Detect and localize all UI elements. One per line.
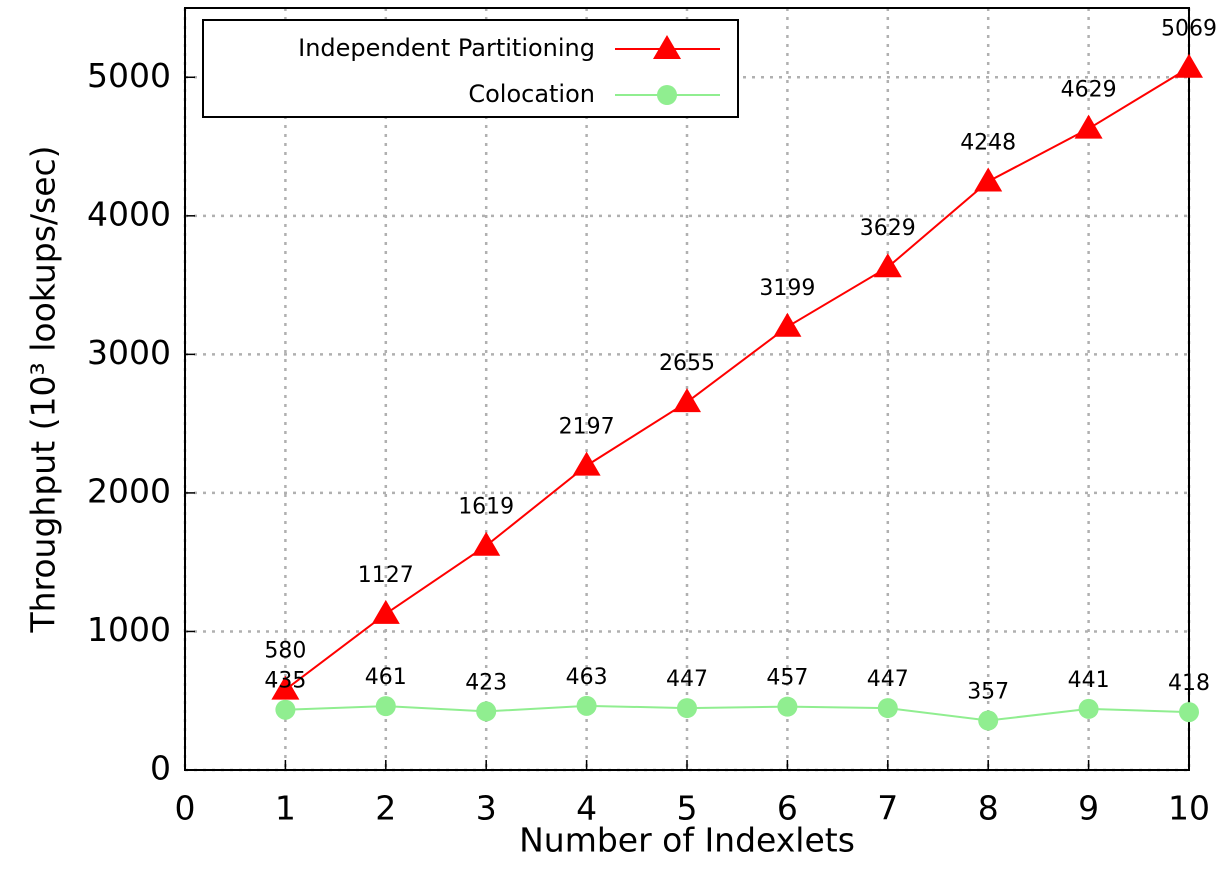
x-tick-label: 2 [375,789,396,828]
marker [271,675,300,700]
marker [1179,702,1199,723]
data-label: 447 [867,667,909,692]
data-label: 435 [264,669,306,694]
marker [1074,114,1103,139]
data-label: 1127 [358,563,414,588]
x-tick-label: 9 [1078,789,1099,828]
x-tick-label: 4 [576,789,597,828]
data-label: 357 [967,680,1009,705]
marker [576,695,597,716]
marker [773,312,802,337]
y-tick-label: 0 [150,749,171,788]
data-label: 447 [666,667,708,692]
data-label: 418 [1168,671,1210,696]
legend-box [202,19,739,118]
x-tick-label: 1 [275,789,296,828]
marker [472,531,501,556]
marker [673,388,701,413]
marker [476,701,497,722]
x-tick-label: 5 [677,789,698,828]
data-label: 3629 [860,216,916,241]
marker [1078,698,1099,719]
marker [974,167,1003,192]
series-line [285,704,1190,722]
x-axis-title: Number of Indexlets [519,821,855,860]
marker [1175,53,1203,78]
marker [877,698,898,719]
marker [375,696,396,717]
y-axis-title: Throughput (10³ lookups/sec) [24,145,63,633]
x-tick-label: 8 [978,789,999,828]
x-tick-label: 7 [877,789,898,828]
y-tick-label: 4000 [87,194,171,233]
data-label: 461 [365,665,407,690]
marker [371,599,400,624]
data-label: 457 [766,666,808,691]
y-tick-label: 3000 [87,333,171,372]
x-tick-label: 6 [777,789,798,828]
marker [572,451,601,476]
data-label: 4248 [960,130,1016,155]
series-line [284,66,1190,691]
marker [275,699,296,720]
marker [873,253,902,278]
data-label: 580 [264,639,306,664]
marker [677,698,697,719]
y-tick-label: 2000 [87,471,171,510]
plot-frame [184,7,1190,771]
data-label: 423 [465,670,507,695]
marker [777,696,798,717]
data-label: 5069 [1161,17,1217,42]
data-label: 463 [566,665,608,690]
data-label: 1619 [458,495,514,520]
x-tick-label: 0 [175,789,196,828]
y-tick-label: 1000 [87,610,171,649]
data-label: 3199 [759,276,815,301]
data-label: 441 [1068,668,1110,693]
marker [978,710,999,731]
legend-label: Independent Partitioning [298,34,595,62]
data-label: 4629 [1061,78,1117,103]
data-label: 2655 [659,351,715,376]
x-tick-label: 3 [476,789,497,828]
legend-marker [657,85,677,105]
legend-label: Colocation [468,80,595,108]
x-tick-label: 10 [1168,789,1210,828]
data-label: 2197 [559,415,615,440]
legend-marker [653,35,681,59]
y-tick-label: 5000 [87,56,171,95]
